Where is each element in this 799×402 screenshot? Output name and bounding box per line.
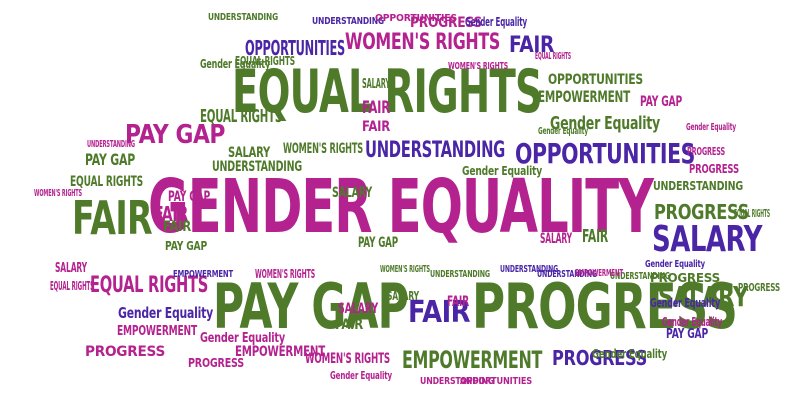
word-understanding: UNDERSTANDING — [365, 138, 505, 163]
word-salary: SALARY — [332, 185, 372, 201]
word-understanding: UNDERSTANDING — [430, 269, 490, 280]
word-gender-equality: Gender Equality — [650, 296, 720, 310]
word-pay-gap: PAY GAP — [85, 150, 135, 169]
word-progress: PROGRESS — [410, 15, 482, 31]
word-progress: PROGRESS — [188, 356, 244, 370]
word-fair: FAIR — [582, 226, 608, 247]
word-salary: SALARY — [387, 289, 419, 303]
word-understanding: UNDERSTANDING — [500, 264, 558, 275]
word-gender-equality: GENDER EQUALITY — [148, 164, 654, 250]
word-pay-gap: PAY GAP — [640, 94, 682, 110]
word-salary: SALARY — [652, 219, 763, 260]
word-understanding: UNDERSTANDING — [212, 159, 302, 175]
word-understanding: UNDERSTANDING — [420, 376, 494, 387]
word-women-s-rights: WOMEN'S RIGHTS — [305, 351, 390, 367]
word-equal-rights: EQUAL RIGHTS — [235, 54, 295, 68]
word-progress: PROGRESS — [689, 162, 739, 176]
word-equal-rights: EQUAL RIGHTS — [232, 57, 543, 127]
word-progress: PROGRESS — [687, 145, 725, 158]
word-progress: PROGRESS — [472, 270, 738, 343]
word-fair: FAIR — [163, 219, 191, 235]
word-equal-rights: EQUAL RIGHTS — [90, 273, 208, 298]
word-women-s-rights: WOMEN'S RIGHTS — [255, 267, 315, 281]
word-equal-rights: EQUAL RIGHTS — [200, 106, 282, 127]
word-women-s-rights: WOMEN'S RIGHTS — [380, 264, 430, 275]
word-empowerment: EMPOWERMENT — [173, 269, 233, 280]
word-fair: FAIR — [335, 317, 363, 333]
word-understanding: UNDERSTANDING — [610, 271, 670, 282]
word-gender-equality: Gender Equality — [465, 15, 527, 29]
word-fair: FAIR — [362, 119, 390, 135]
word-pay-gap: PAY GAP — [666, 327, 708, 342]
word-gender-equality: Gender Equality — [550, 113, 660, 134]
word-opportunities: OPPORTUNITIES — [460, 376, 532, 387]
word-gender-equality: Gender Equality — [538, 126, 588, 137]
word-women-s-rights: WOMEN'S RIGHTS — [283, 141, 363, 157]
word-equal-rights: EQUAL RIGHTS — [734, 207, 770, 220]
word-opportunities: OPPORTUNITIES — [548, 72, 643, 88]
word-pay-gap: PAY GAP — [125, 120, 225, 150]
word-opportunities: OPPORTUNITIES — [245, 36, 345, 60]
word-women-s-rights: WOMEN'S RIGHTS — [345, 30, 500, 55]
word-salary: SALARY — [55, 261, 87, 276]
word-equal-rights: EQUAL RIGHTS — [50, 279, 94, 293]
word-understanding: UNDERSTANDING — [653, 179, 743, 193]
word-empowerment: EMPOWERMENT — [235, 344, 325, 360]
word-fair: FAIR — [154, 202, 188, 226]
word-gender-equality: Gender Equality — [200, 331, 285, 346]
word-progress: PROGRESS — [738, 281, 780, 294]
word-opportunities: OPPORTUNITIES — [515, 137, 695, 170]
word-equal-rights: EQUAL RIGHTS — [535, 51, 571, 62]
word-pay-gap: PAY GAP — [168, 189, 210, 205]
word-fair: FAIR — [72, 191, 153, 245]
word-gender-equality: Gender Equality — [330, 369, 392, 382]
word-salary: SALARY — [228, 145, 270, 161]
word-pay-gap: PAY GAP — [165, 239, 207, 253]
word-fair: FAIR — [509, 33, 554, 58]
word-understanding: UNDERSTANDING — [87, 139, 135, 150]
word-progress: PROGRESS — [654, 200, 749, 224]
word-equal-rights: EQUAL RIGHTS — [70, 174, 143, 190]
word-pay-gap: PAY GAP — [358, 235, 398, 251]
word-salary: SALARY — [658, 280, 748, 313]
word-understanding: UNDERSTANDING — [208, 12, 278, 23]
word-opportunities: OPPORTUNITIES — [375, 13, 457, 24]
word-fair: FAIR — [362, 98, 390, 118]
word-salary: SALARY — [540, 231, 572, 247]
word-progress: PROGRESS — [650, 271, 720, 285]
word-fair: FAIR — [447, 294, 469, 310]
word-gender-equality: Gender Equality — [645, 259, 705, 270]
word-fair: FAIR — [408, 295, 471, 330]
word-understanding: UNDERSTANDING — [312, 16, 384, 27]
word-empowerment: EMPOWERMENT — [575, 268, 623, 279]
word-empowerment: EMPOWERMENT — [402, 346, 542, 374]
word-women-s-rights: WOMEN'S RIGHTS — [448, 61, 508, 72]
word-understanding: UNDERSTANDING — [537, 269, 597, 280]
word-empowerment: EMPOWERMENT — [538, 87, 630, 106]
word-gender-equality: Gender Equality — [686, 122, 736, 133]
word-gender-equality: Gender Equality — [592, 347, 667, 361]
word-gender-equality: Gender Equality — [662, 315, 722, 329]
word-salary: SALARY — [338, 301, 378, 317]
word-salary: SALARY — [362, 77, 390, 92]
word-progress: PROGRESS — [85, 344, 165, 360]
word-progress: PROGRESS — [552, 346, 647, 370]
word-gender-equality: Gender Equality — [200, 57, 270, 71]
word-women-s-rights: WOMEN'S RIGHTS — [34, 188, 82, 199]
word-pay-gap: PAY GAP — [213, 270, 409, 343]
word-empowerment: EMPOWERMENT — [117, 324, 197, 339]
word-gender-equality: Gender Equality — [118, 304, 213, 322]
word-gender-equality: Gender Equality — [462, 164, 542, 178]
